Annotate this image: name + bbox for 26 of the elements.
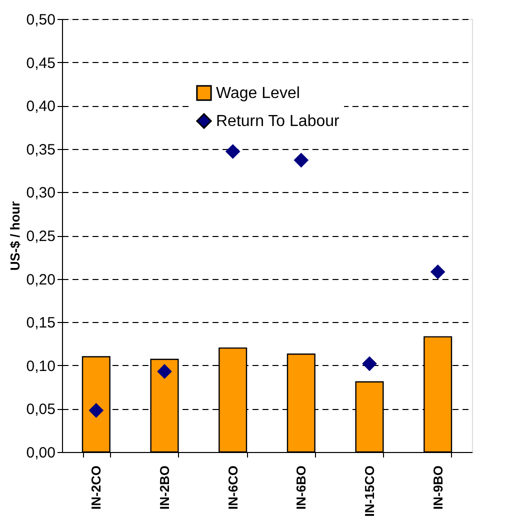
legend-label: Wage Level xyxy=(216,85,300,102)
x-tick-label: IN-2CO xyxy=(88,466,104,510)
x-tick-label: IN-6CO xyxy=(225,466,240,510)
y-tick-label: 0,05 xyxy=(26,401,56,418)
point xyxy=(157,364,172,379)
x-tick-label: IN-2BO xyxy=(157,466,172,510)
legend-label: Return To Labour xyxy=(216,113,340,130)
point xyxy=(362,356,377,372)
y-tick-label: 0,45 xyxy=(26,54,56,72)
x-tick-label: IN-6BO xyxy=(294,466,309,510)
y-tick-label: 0,20 xyxy=(26,271,56,288)
x-tick-label: IN-9BO xyxy=(430,466,446,510)
point xyxy=(225,144,240,159)
y-tick-label: 0,50 xyxy=(26,12,56,28)
y-tick-label: 0,25 xyxy=(26,228,56,245)
y-tick-label: 0,00 xyxy=(26,444,56,462)
x-tick-label: IN-15CO xyxy=(362,466,377,517)
y-axis-title: US-$ / hour xyxy=(7,201,22,271)
y-tick-label: 0,15 xyxy=(26,314,56,332)
y-tick-label: 0,30 xyxy=(26,184,56,202)
point xyxy=(294,152,309,168)
y-tick-label: 0,40 xyxy=(26,98,56,116)
point xyxy=(430,264,446,280)
y-tick-label: 0,35 xyxy=(26,141,56,158)
point xyxy=(88,403,104,418)
y-tick-label: 0,10 xyxy=(26,358,56,375)
